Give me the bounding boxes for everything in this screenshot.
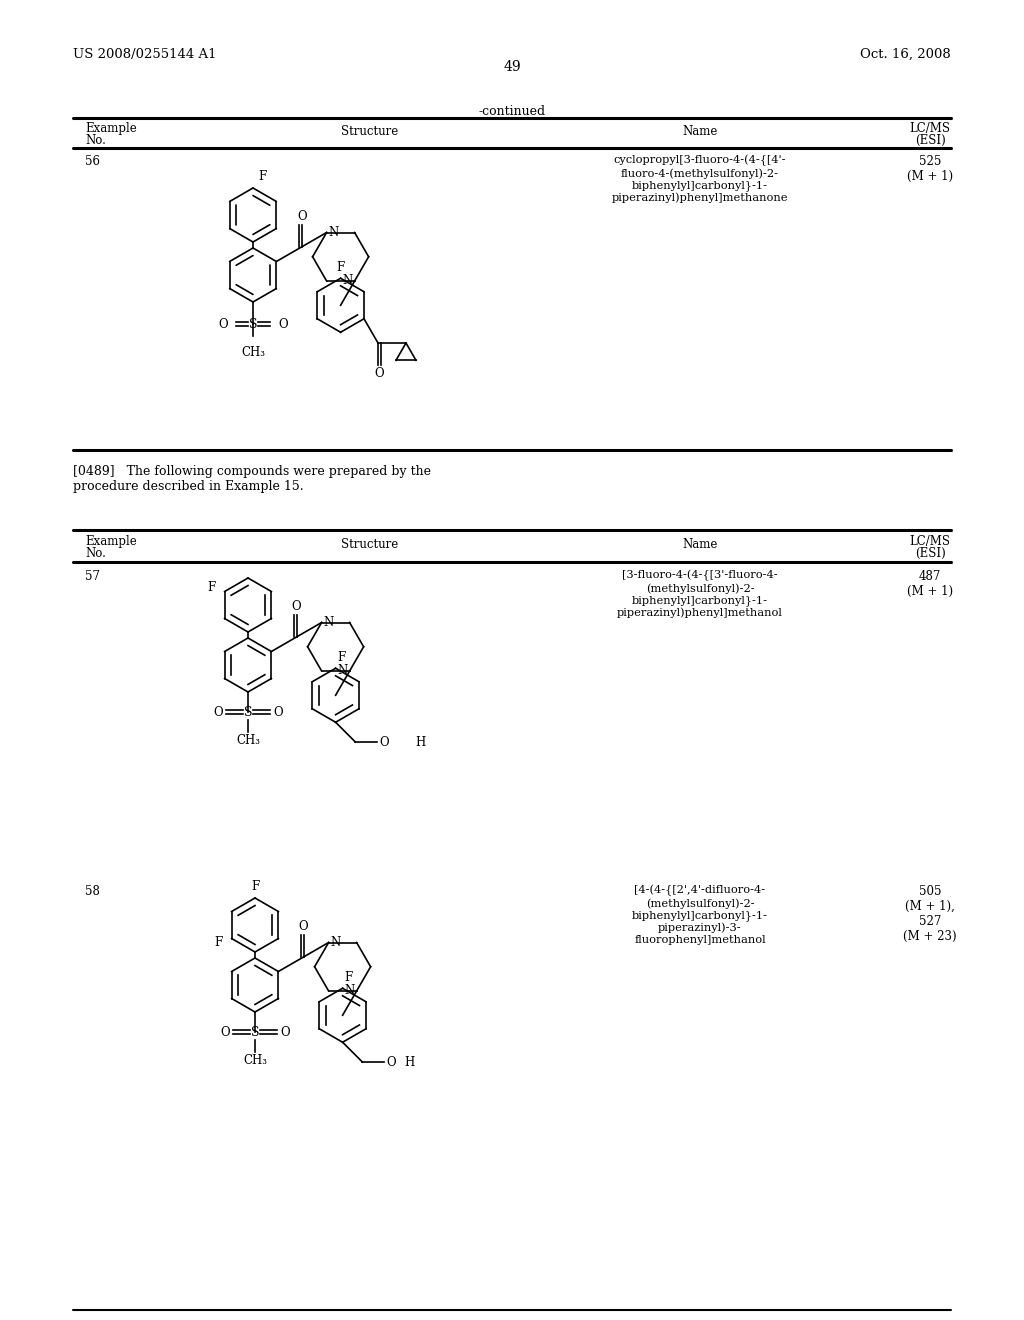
Text: F: F [214,936,222,949]
Text: S: S [251,1026,259,1039]
Text: F: F [337,261,345,275]
Text: Name: Name [682,125,718,139]
Text: O: O [220,1026,230,1039]
Text: F: F [345,972,353,985]
Text: Oct. 16, 2008: Oct. 16, 2008 [860,48,951,61]
Text: N: N [342,275,352,288]
Text: [0489]   The following compounds were prepared by the
procedure described in Exa: [0489] The following compounds were prep… [73,465,431,492]
Text: O: O [374,367,384,380]
Text: 49: 49 [503,59,521,74]
Text: O: O [273,705,283,718]
Text: O: O [280,1026,290,1039]
Text: N: N [331,936,341,949]
Text: O: O [278,318,288,330]
Text: Structure: Structure [341,539,398,550]
Text: [4-(4-{[2',4'-difluoro-4-
(methylsulfonyl)-2-
biphenylyl]carbonyl}-1-
piperaziny: [4-(4-{[2',4'-difluoro-4- (methylsulfony… [632,884,768,945]
Text: 525
(M + 1): 525 (M + 1) [907,154,953,183]
Text: H: H [404,1056,415,1069]
Text: F: F [338,651,346,664]
Text: 56: 56 [85,154,100,168]
Text: S: S [249,318,257,330]
Text: N: N [337,664,347,677]
Text: N: N [329,226,339,239]
Text: F: F [258,170,266,183]
Text: cyclopropyl[3-fluoro-4-(4-{[4'-
fluoro-4-(methylsulfonyl)-2-
biphenylyl]carbonyl: cyclopropyl[3-fluoro-4-(4-{[4'- fluoro-4… [611,154,788,203]
Text: No.: No. [85,135,105,147]
Text: O: O [292,599,301,612]
Text: (ESI): (ESI) [914,546,945,560]
Text: (ESI): (ESI) [914,135,945,147]
Text: -continued: -continued [478,106,546,117]
Text: O: O [298,210,307,223]
Text: US 2008/0255144 A1: US 2008/0255144 A1 [73,48,216,61]
Text: [3-fluoro-4-(4-{[3'-fluoro-4-
(methylsulfonyl)-2-
biphenylyl]carbonyl}-1-
pipera: [3-fluoro-4-(4-{[3'-fluoro-4- (methylsul… [617,570,783,618]
Text: No.: No. [85,546,105,560]
Text: 57: 57 [85,570,100,583]
Text: O: O [299,920,308,932]
Text: LC/MS: LC/MS [909,121,950,135]
Text: O: O [218,318,228,330]
Text: N: N [324,616,334,630]
Text: F: F [251,880,259,894]
Text: Structure: Structure [341,125,398,139]
Text: Example: Example [85,535,137,548]
Text: CH₃: CH₃ [241,346,265,359]
Text: CH₃: CH₃ [243,1053,267,1067]
Text: 487
(M + 1): 487 (M + 1) [907,570,953,598]
Text: 58: 58 [85,884,100,898]
Text: Example: Example [85,121,137,135]
Text: CH₃: CH₃ [236,734,260,747]
Text: O: O [380,735,389,748]
Text: N: N [344,985,354,998]
Text: O: O [213,705,223,718]
Text: LC/MS: LC/MS [909,535,950,548]
Text: F: F [208,581,216,594]
Text: H: H [416,735,426,748]
Text: O: O [386,1056,396,1069]
Text: Name: Name [682,539,718,550]
Text: S: S [244,705,252,718]
Text: 505
(M + 1),
527
(M + 23): 505 (M + 1), 527 (M + 23) [903,884,956,942]
